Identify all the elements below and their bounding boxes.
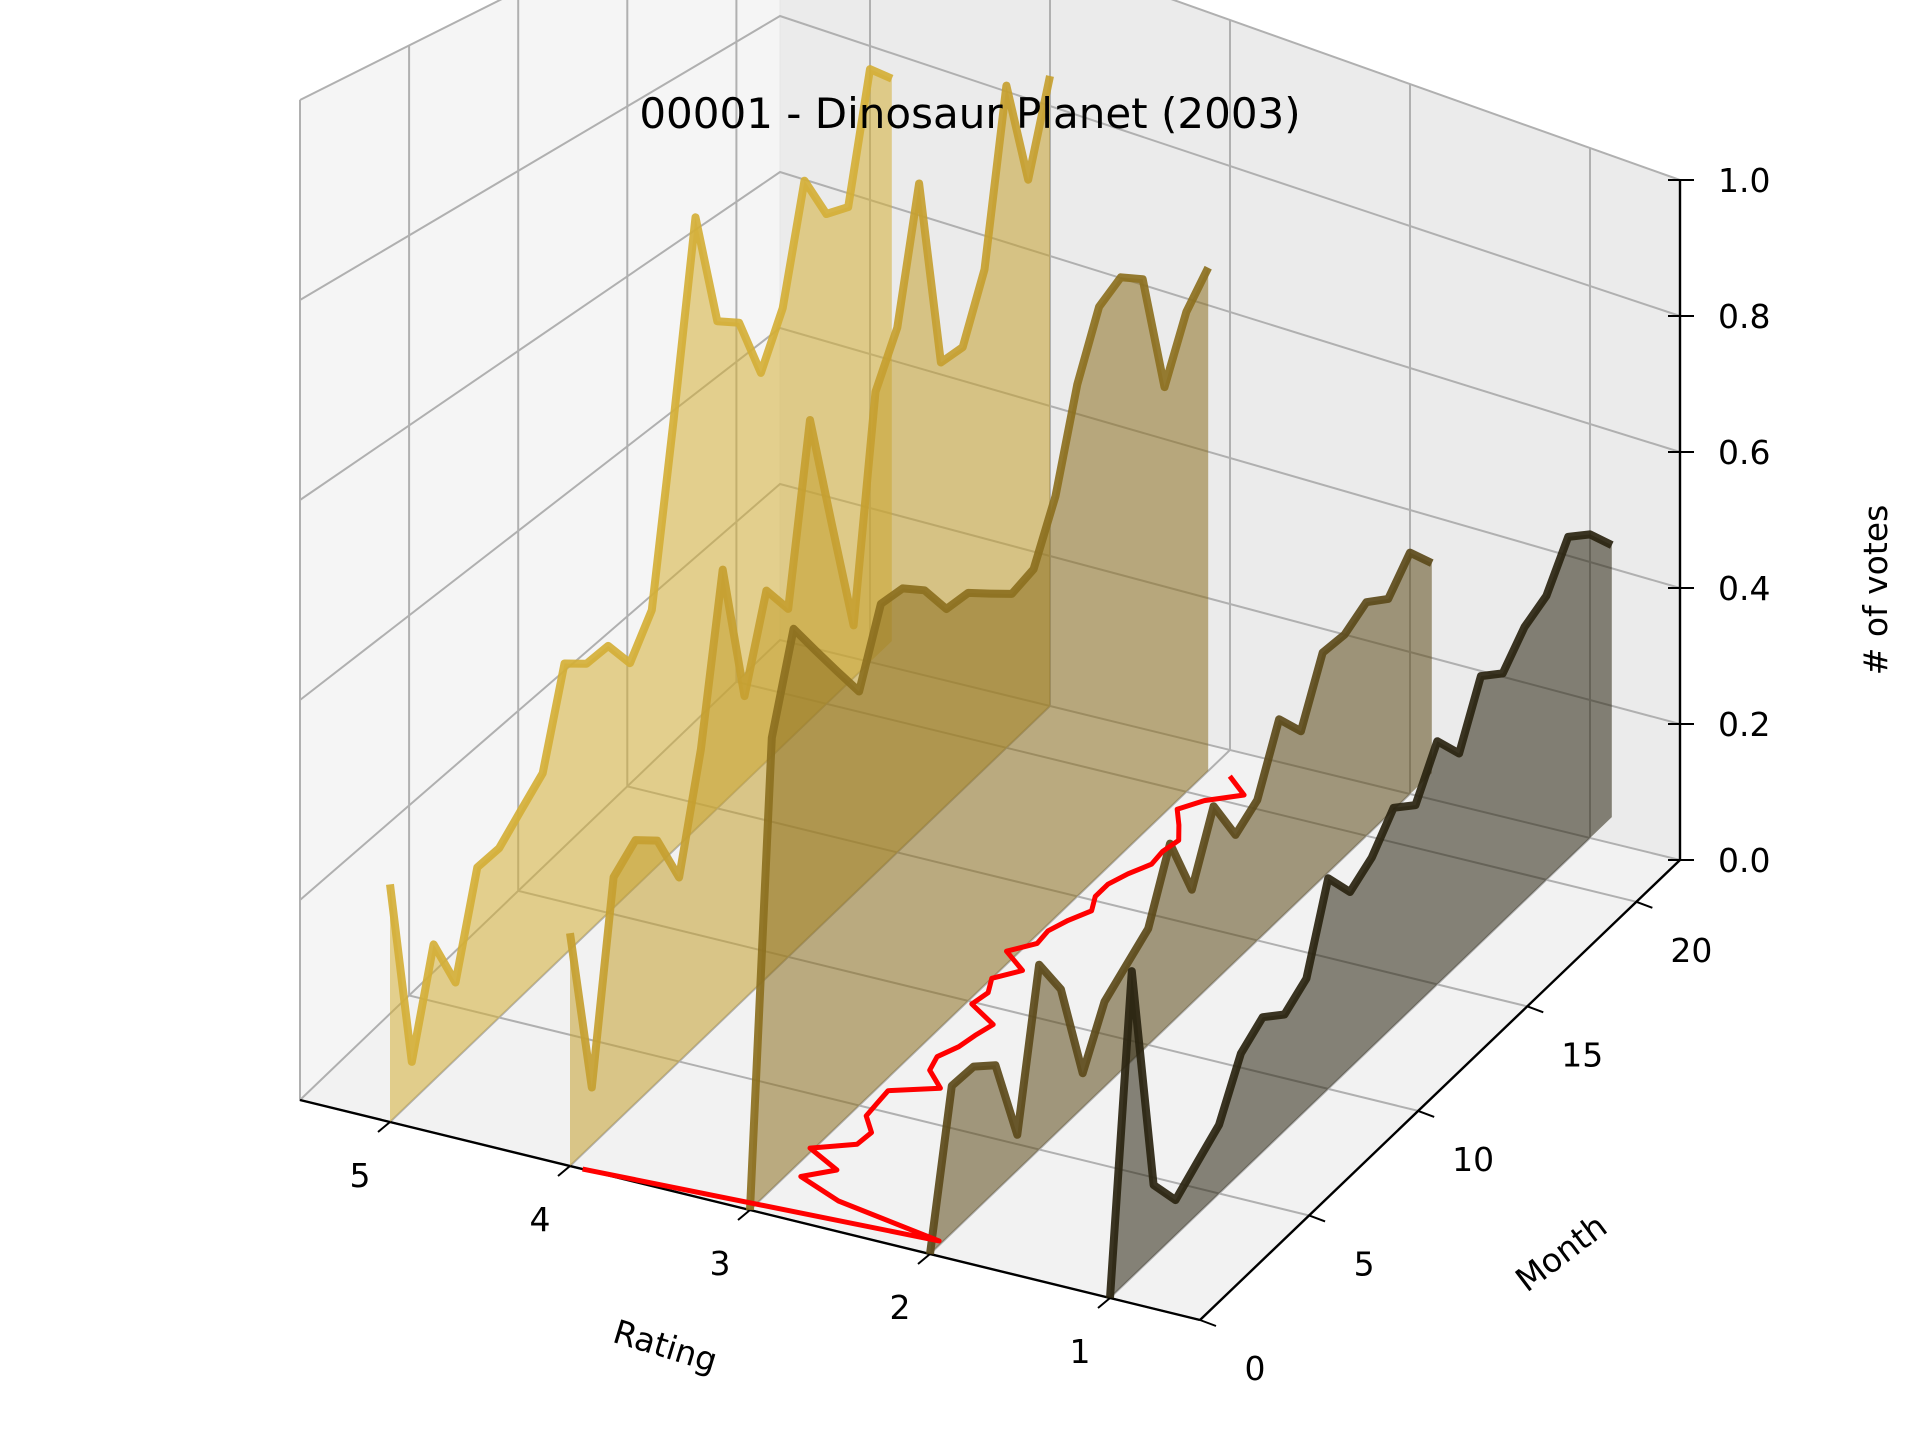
y-tick-label: 0	[1245, 1349, 1266, 1388]
series-line-rating-1	[1106, 530, 1614, 1299]
z-tick-label: 0.8	[1718, 297, 1770, 336]
x-tick-mark	[917, 1253, 931, 1265]
grid-line-votes	[299, 0, 1681, 181]
series-line-rating-4	[566, 75, 1054, 1092]
y-tick-mark	[1526, 1005, 1544, 1014]
mean-rating-path	[582, 774, 1247, 1244]
y-tick-label: 20	[1670, 931, 1712, 970]
mean-rating-line	[582, 774, 1247, 1244]
z-tick-label: 0.4	[1718, 569, 1770, 608]
x-tick-mark	[737, 1209, 751, 1221]
y-tick-mark	[1308, 1214, 1326, 1223]
z-tick-label: 0.2	[1718, 705, 1770, 744]
x-tick-label: 5	[350, 1156, 371, 1195]
y-axis-label: Month	[1508, 1206, 1614, 1299]
y-tick-mark	[1636, 900, 1653, 909]
series-line-rating-3	[746, 265, 1212, 1211]
series-fill-rating-5	[390, 69, 892, 1123]
x-tick-label: 1	[1070, 1332, 1091, 1371]
x-tick-label: 2	[890, 1288, 911, 1327]
y-tick-label: 10	[1452, 1140, 1494, 1179]
z-tick-label: 1.0	[1718, 161, 1770, 200]
chart-title: 00001 - Dinosaur Planet (2003)	[639, 89, 1300, 138]
x-axis-label: Rating	[609, 1312, 722, 1380]
y-axis-line	[1199, 859, 1681, 1321]
x-tick-label: 4	[530, 1200, 551, 1239]
grid-line-votes	[299, 14, 1681, 317]
series-fill-rating-3	[750, 267, 1209, 1210]
y-tick-label: 15	[1561, 1035, 1603, 1074]
series-fill-rating-2	[930, 552, 1432, 1254]
y-tick-mark	[1417, 1109, 1435, 1118]
z-tick-label: 0.0	[1718, 841, 1770, 880]
grid-line-votes	[299, 170, 1681, 501]
y-tick-label: 5	[1354, 1244, 1375, 1283]
x-tick-mark	[557, 1165, 571, 1177]
x-tick-mark	[1097, 1297, 1111, 1309]
series-line-rating-5	[386, 65, 894, 1066]
series-line-rating-2	[926, 548, 1434, 1255]
data-series	[386, 65, 1614, 1299]
x-tick-mark	[377, 1121, 391, 1133]
z-tick-label: 0.6	[1718, 433, 1770, 472]
z-axis-label: # of votes	[1856, 505, 1895, 676]
series-fill-rating-1	[1110, 534, 1612, 1298]
series-fill-rating-4	[570, 76, 1050, 1166]
x-tick-label: 3	[710, 1244, 731, 1283]
y-tick-mark	[1199, 1319, 1217, 1327]
